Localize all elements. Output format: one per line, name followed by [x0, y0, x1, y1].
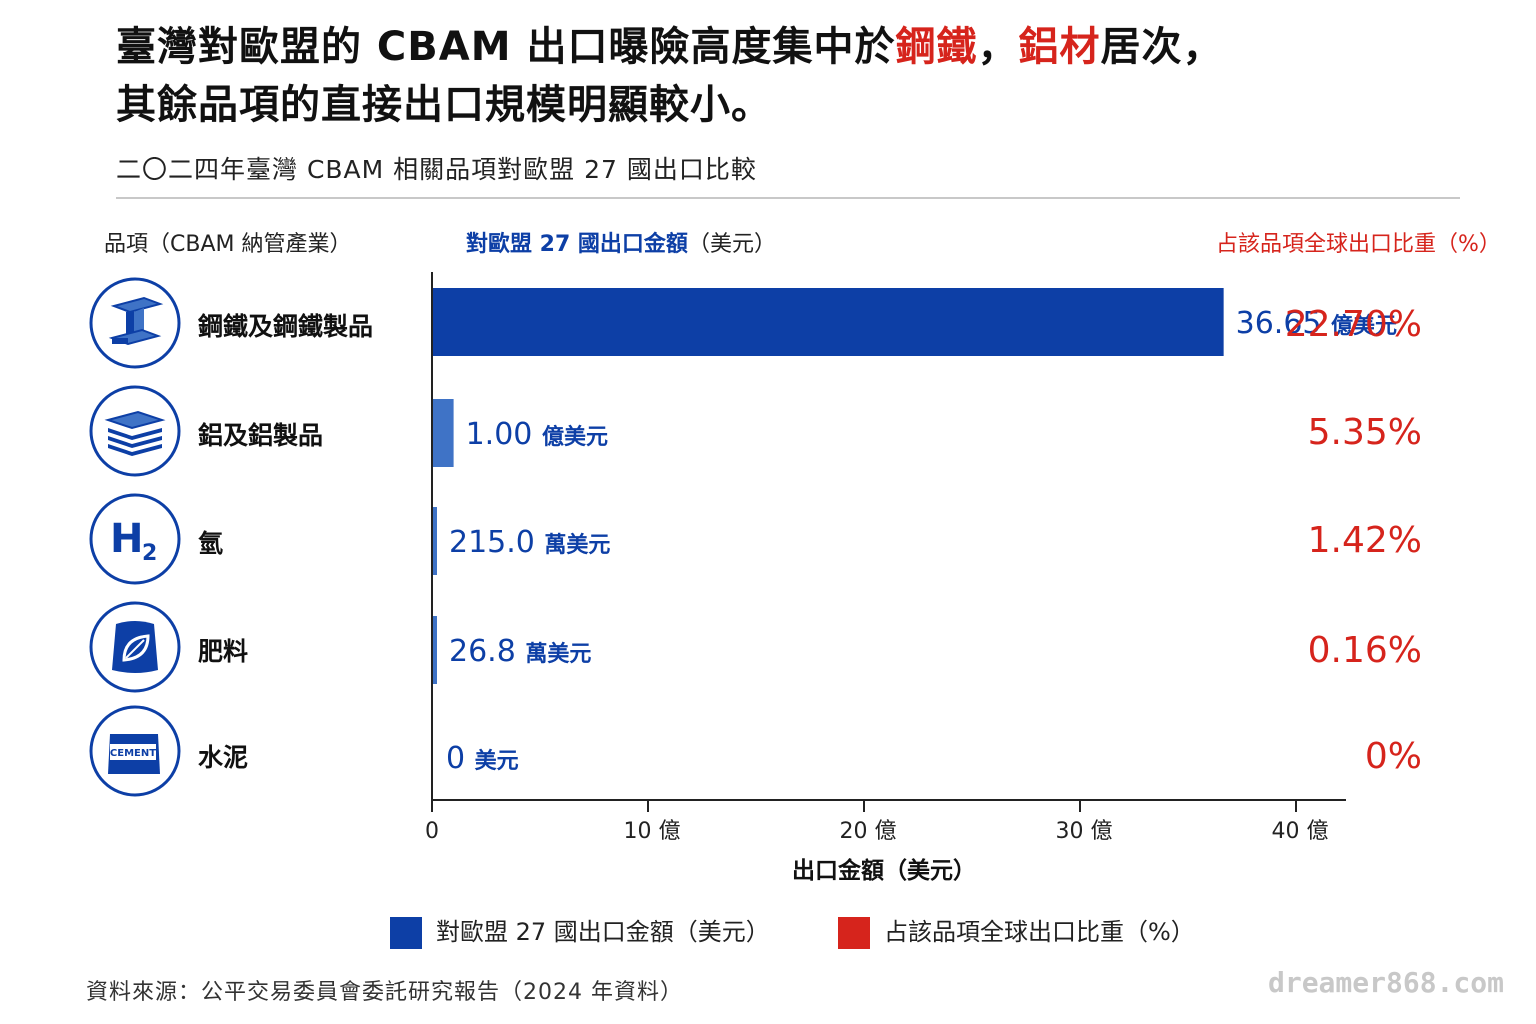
- legend-item-amount: 對歐盟 27 國出口金額（美元）: [390, 912, 770, 949]
- category-label-hydrogen: 氫: [198, 529, 224, 558]
- x-tick-label-3: 30 億: [1056, 819, 1113, 844]
- category-label-steel: 鋼鐵及鋼鐵製品: [198, 312, 374, 341]
- x-tick-label-4: 40 億: [1272, 819, 1329, 844]
- value-label-hydrogen: 215.0 萬美元: [449, 525, 610, 560]
- legend-swatch-share: [838, 917, 870, 949]
- bar-aluminum: [432, 399, 454, 467]
- value-label-cement: 0 美元: [446, 741, 519, 776]
- title-line-1: 臺灣對歐盟的 CBAM 出口曝險高度集中於鋼鐵，鋁材居次，: [116, 24, 1224, 70]
- share-value-hydrogen: 1.42%: [1307, 520, 1422, 561]
- x-tick-label-2: 20 億: [840, 819, 897, 844]
- share-value-cement: 0%: [1364, 736, 1422, 777]
- title-highlight-aluminum: 鋁材: [1018, 24, 1101, 70]
- share-value-fertilizer: 0.16%: [1307, 630, 1422, 671]
- title-line-2: 其餘品項的直接出口規模明顯較小。: [116, 82, 772, 128]
- watermark: dreamer868.com: [1267, 966, 1504, 999]
- hydrogen-icon: H 2: [88, 492, 182, 586]
- category-label-aluminum: 鋁及鋁製品: [198, 421, 324, 450]
- share-column-header: 占該品項全球出口比重（%）: [1216, 232, 1501, 257]
- share-value-steel: 22.70%: [1284, 304, 1422, 345]
- x-tick-label-0: 0: [425, 819, 439, 844]
- legend-swatch-amount: [390, 917, 422, 949]
- bar-hydrogen: [432, 507, 437, 575]
- svg-text:2: 2: [142, 541, 157, 566]
- svg-text:CEMENT: CEMENT: [110, 748, 156, 759]
- header-divider: [116, 197, 1460, 199]
- chart-subtitle: 二〇二四年臺灣 CBAM 相關品項對歐盟 27 國出口比較: [116, 155, 757, 184]
- category-label-cement: 水泥: [198, 743, 249, 772]
- value-label-aluminum: 1.00 億美元: [466, 417, 608, 452]
- legend-item-share: 占該品項全球出口比重（%）: [838, 912, 1195, 949]
- value-label-fertilizer: 26.8 萬美元: [449, 634, 591, 669]
- steel-beam-icon: [88, 276, 182, 370]
- share-value-aluminum: 5.35%: [1307, 412, 1422, 453]
- cement-bag-icon: CEMENT: [88, 704, 182, 798]
- svg-text:H: H: [110, 516, 143, 562]
- x-axis-title: 出口金額（美元）: [792, 857, 976, 884]
- aluminum-sheets-icon: [88, 384, 182, 478]
- category-column-header: 品項（CBAM 納管產業）: [104, 232, 352, 257]
- source-note: 資料來源：公平交易委員會委託研究報告（2024 年資料）: [86, 980, 683, 1005]
- amount-column-header: 對歐盟 27 國出口金額（美元）: [466, 232, 776, 257]
- bar-fertilizer: [432, 616, 437, 684]
- x-tick-label-1: 10 億: [624, 819, 681, 844]
- chart-title: 臺灣對歐盟的 CBAM 出口曝險高度集中於鋼鐵，鋁材居次， 其餘品項的直接出口規…: [116, 18, 1476, 134]
- fertilizer-bag-icon: [88, 600, 182, 694]
- title-highlight-steel: 鋼鐵: [895, 24, 978, 70]
- bar-steel: [432, 288, 1224, 356]
- category-label-fertilizer: 肥料: [198, 637, 249, 666]
